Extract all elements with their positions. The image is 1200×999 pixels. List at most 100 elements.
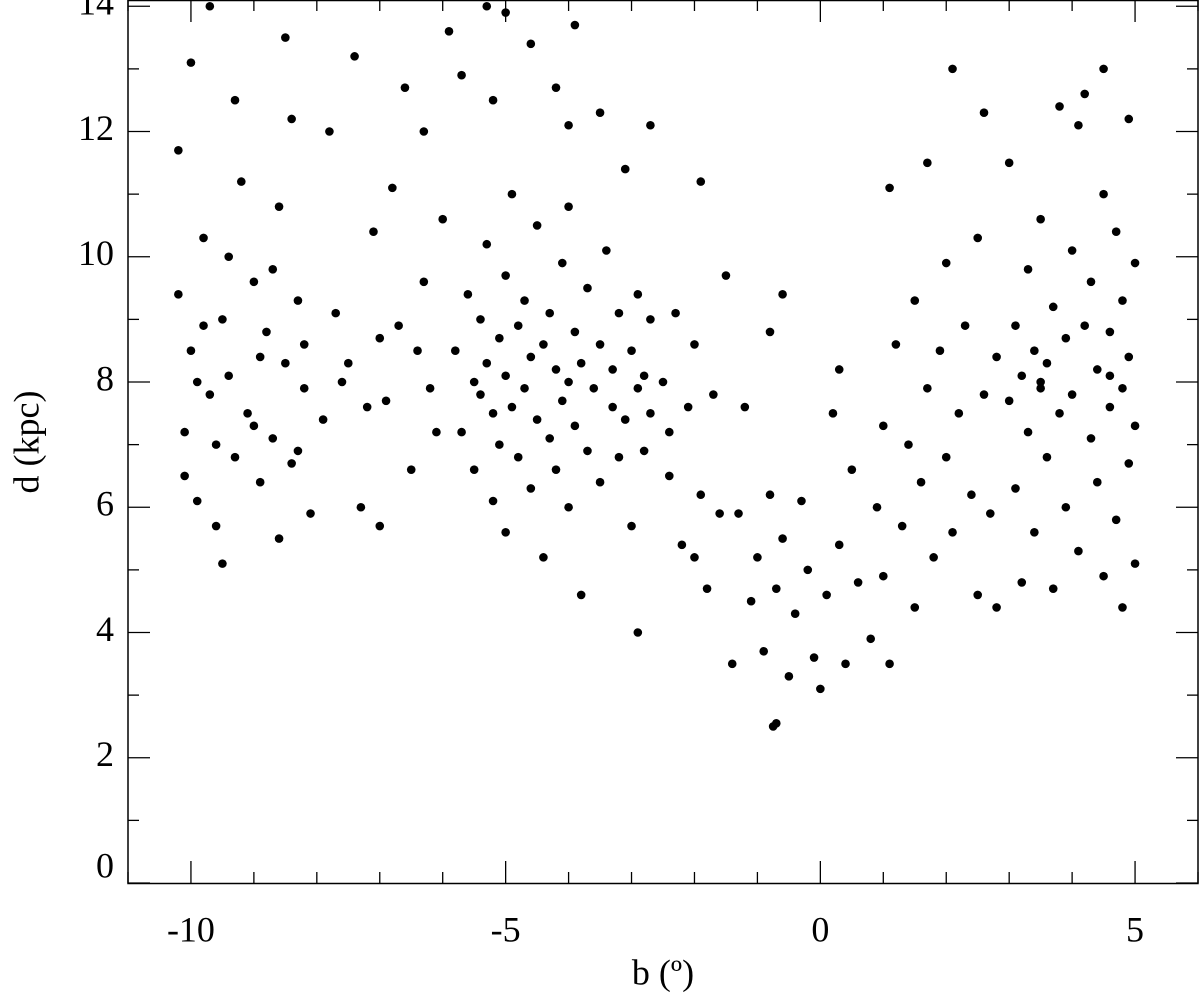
data-point [1055,102,1064,111]
data-point [218,315,227,324]
data-point [778,534,787,543]
data-point [576,358,586,368]
data-point [507,189,517,199]
data-point [941,258,951,268]
data-point [532,415,542,424]
data-point [551,465,561,474]
data-point [1023,427,1033,437]
data-point [1004,158,1014,168]
data-point [1048,302,1058,312]
data-point [658,377,668,387]
data-point [1118,603,1127,612]
x-tick-label: -5 [491,909,521,949]
data-point [482,1,492,11]
data-point [501,8,510,17]
data-point [337,377,347,387]
data-point [262,327,271,337]
data-point [816,684,825,694]
data-point [224,252,234,262]
data-point [910,603,920,612]
data-point [218,559,227,568]
data-point [916,477,926,487]
data-point [608,365,617,374]
data-point [249,421,259,431]
data-point [299,383,309,393]
data-point [627,521,636,531]
data-point [715,509,724,518]
data-point [287,114,296,124]
data-point [1105,402,1115,412]
data-point [1036,214,1045,224]
x-tick-label: 5 [1126,909,1144,949]
data-point [419,127,429,136]
data-point [948,528,957,537]
data-point [293,446,303,456]
data-point [727,659,737,669]
data-point [1030,346,1039,355]
data-point [608,402,617,412]
data-point [954,409,964,418]
data-point [255,352,265,362]
data-point [740,402,750,412]
data-point [469,465,479,474]
data-point [929,553,938,562]
data-point [457,427,466,437]
data-point [614,452,624,462]
data-point [771,584,781,593]
data-point [388,183,397,193]
data-point [1130,258,1140,268]
data-point [1074,120,1083,130]
data-point [633,383,643,393]
data-point [211,521,221,531]
data-point [583,446,592,456]
data-point [205,390,215,399]
data-point [192,496,202,506]
data-point [620,415,630,424]
data-point [1036,383,1045,393]
data-point [501,528,510,537]
data-point [595,108,605,118]
data-point [1042,358,1052,368]
data-point [249,277,259,287]
data-point [671,308,680,318]
data-point [230,95,240,105]
data-point [960,321,970,330]
data-point [287,459,296,468]
data-point [696,177,706,186]
data-point [400,83,410,92]
data-point [589,383,599,393]
data-point [627,346,636,355]
data-point [778,290,787,299]
data-point [878,421,888,431]
data-point [545,434,555,443]
data-point [180,427,189,437]
data-point [834,540,844,550]
data-point [1099,64,1108,74]
data-point [199,321,208,330]
data-point [696,490,706,500]
data-point [646,409,655,418]
data-point [526,484,536,493]
data-point [438,214,448,224]
x-tick-label: -10 [167,909,215,949]
data-point [834,365,844,374]
data-point [174,290,183,299]
data-point [885,183,894,193]
data-point [476,390,485,399]
data-point [450,346,460,355]
data-point [1011,321,1020,330]
data-point [872,502,882,512]
data-point [564,120,573,130]
data-point [362,402,372,412]
data-point [885,659,894,669]
data-point [526,352,536,362]
y-tick-label: 6 [96,484,114,524]
data-point [488,409,498,418]
data-point [1017,371,1027,381]
data-point [1118,383,1127,393]
data-point [1080,321,1090,330]
y-axis-label: d (kpc) [6,391,46,494]
data-point [633,628,643,637]
data-point [526,39,536,49]
data-point [513,452,523,462]
